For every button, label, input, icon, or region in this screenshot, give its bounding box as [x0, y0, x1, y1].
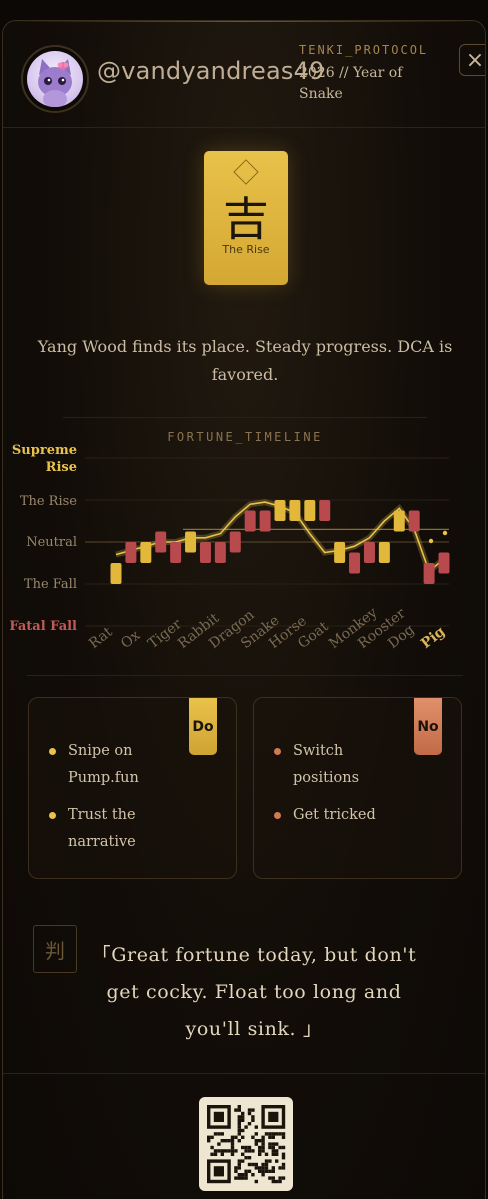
candle	[438, 552, 450, 574]
header-divider	[3, 127, 485, 128]
bullet-icon	[274, 812, 281, 819]
no-item-text: Get tricked	[293, 807, 376, 823]
level-label: The Rise	[19, 494, 77, 509]
no-item: Get tricked	[272, 802, 392, 829]
candle	[110, 563, 122, 584]
protocol-label: TENKI_PROTOCOL	[299, 43, 429, 57]
qr-code[interactable]	[199, 1097, 293, 1191]
candle	[125, 542, 137, 563]
diamond-icon	[233, 159, 259, 185]
level-label: Fatal Fall	[9, 619, 77, 634]
no-box: No Switch positions Get tricked	[253, 697, 462, 879]
zodiac-label: Pig	[418, 623, 449, 652]
username: @vandyandreas49	[97, 57, 325, 85]
avatar-image	[27, 51, 83, 107]
trend-line-glow	[115, 499, 446, 577]
candle	[363, 542, 375, 563]
do-item-text: Snipe on Pump.fun	[68, 743, 139, 786]
candle	[155, 531, 167, 553]
avatar[interactable]	[21, 45, 89, 113]
candle	[423, 563, 435, 584]
zodiac-label: Ox	[118, 627, 144, 652]
candle	[334, 542, 346, 563]
fortune-panel: @vandyandreas49 TENKI_PROTOCOL 2026 // Y…	[2, 20, 486, 1199]
candle	[393, 510, 405, 532]
level-label: Neutral	[26, 535, 77, 550]
reading-divider	[63, 417, 427, 418]
top-divider	[3, 21, 485, 22]
candle	[408, 510, 420, 532]
level-label: Supreme Rise	[11, 443, 77, 475]
bullet-icon	[49, 748, 56, 755]
candle	[185, 531, 197, 553]
candle	[304, 500, 316, 521]
close-button[interactable]: ×	[459, 44, 485, 76]
year-label: 2026 // Year of Snake	[299, 65, 403, 102]
zodiac-label: Rat	[86, 624, 116, 652]
no-tab: No	[414, 698, 442, 755]
footer-divider	[3, 1073, 485, 1074]
candle	[259, 510, 271, 532]
candle	[378, 542, 390, 563]
do-box: Do Snipe on Pump.fun Trust the narrative	[28, 697, 237, 879]
timeline-title: FORTUNE_TIMELINE	[167, 430, 323, 444]
candle	[319, 500, 331, 521]
no-item: Switch positions	[272, 738, 392, 792]
candle	[349, 552, 361, 574]
fortune-kanji: 吉	[223, 192, 269, 246]
close-icon: ×	[465, 47, 485, 73]
qr-code-icon	[207, 1105, 286, 1184]
candle	[289, 500, 301, 521]
do-item: Snipe on Pump.fun	[47, 738, 167, 792]
verdict-seal-icon: 判	[33, 925, 77, 973]
candle	[274, 500, 286, 521]
candle	[229, 531, 241, 553]
bullet-icon	[49, 812, 56, 819]
sparkle-icon	[442, 530, 448, 536]
fortune-level: The Rise	[222, 243, 270, 256]
fortune-card: 吉 The Rise	[204, 151, 288, 285]
do-item-text: Trust the narrative	[68, 807, 136, 850]
sparkle-icon	[428, 538, 434, 544]
level-label: The Fall	[23, 577, 77, 592]
candle	[214, 542, 226, 563]
bullet-icon	[274, 748, 281, 755]
candle	[170, 542, 182, 563]
do-item: Trust the narrative	[47, 802, 167, 856]
chart-divider	[27, 675, 463, 676]
verdict-quote: 「Great fortune today, but don't get cock…	[91, 944, 417, 1040]
candle	[140, 542, 152, 563]
zodiac-label: Tiger	[145, 616, 185, 652]
candle	[244, 510, 256, 532]
do-tab: Do	[189, 698, 217, 755]
no-item-text: Switch positions	[293, 743, 360, 786]
fortune-reading: Yang Wood finds its place. Steady progre…	[37, 337, 453, 384]
candle	[199, 542, 211, 563]
trend-line	[115, 501, 445, 573]
